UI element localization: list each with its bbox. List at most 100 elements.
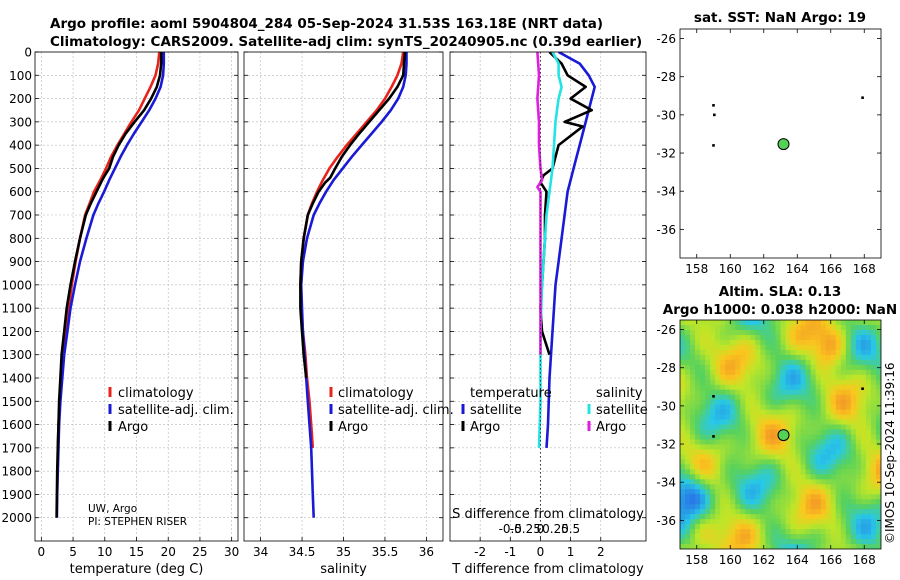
heatmap-cell: [745, 544, 751, 549]
heatmap-cell: [685, 404, 691, 411]
heatmap-cell: [745, 429, 751, 436]
heatmap-cell: [710, 409, 716, 416]
y-tick-label: 900: [9, 255, 32, 269]
heatmap-cell: [800, 344, 807, 351]
heatmap-cell: [685, 354, 691, 361]
sst-map-panel: 158 160 162 164 166 168-26-28-30-32-34-36: [656, 28, 882, 276]
heatmap-cell: [845, 459, 852, 465]
heatmap-cell: [810, 419, 817, 426]
heatmap-cell: [765, 464, 772, 470]
x-tick-label: 160: [719, 262, 742, 276]
heatmap-cell: [875, 444, 881, 451]
heatmap-cell: [820, 509, 827, 515]
heatmap-cell: [820, 379, 827, 386]
heatmap-cell: [695, 459, 701, 465]
heatmap-cell: [725, 454, 731, 460]
heatmap-cell: [815, 464, 822, 470]
heatmap-cell: [700, 424, 706, 431]
heatmap-cell: [870, 544, 877, 549]
heatmap-cell: [755, 344, 762, 351]
heatmap-cell: [875, 449, 881, 456]
heatmap-cell: [730, 469, 736, 475]
x-tick-label: 34.5: [289, 545, 316, 559]
heatmap-cell: [810, 524, 817, 530]
heatmap-cell: [815, 499, 822, 505]
heatmap-cell: [835, 414, 842, 421]
heatmap-cell: [830, 464, 837, 470]
heatmap-cell: [805, 464, 812, 470]
heatmap-cell: [720, 434, 726, 441]
heatmap-cell: [815, 354, 822, 361]
heatmap-cell: [870, 464, 877, 470]
heatmap-cell: [730, 539, 736, 545]
heatmap-cell: [815, 529, 822, 535]
heatmap-cell: [875, 534, 881, 540]
heatmap-cell: [750, 409, 756, 416]
heatmap-cell: [820, 494, 827, 500]
heatmap-cell: [765, 509, 772, 515]
heatmap-cell: [855, 509, 862, 515]
heatmap-cell: [750, 320, 756, 326]
heatmap-cell: [690, 504, 696, 510]
heatmap-cell: [745, 454, 751, 460]
heatmap-cell: [715, 404, 721, 411]
heatmap-cell: [700, 374, 706, 381]
y-tick-label: 1700: [1, 441, 32, 455]
heatmap-cell: [820, 394, 827, 401]
heatmap-cell: [715, 409, 721, 416]
heatmap-cell: [785, 514, 792, 520]
heatmap-cell: [870, 454, 877, 460]
heatmap-cell: [725, 539, 731, 545]
heatmap-cell: [730, 379, 736, 386]
heatmap-cell: [715, 544, 721, 549]
heatmap-cell: [825, 320, 832, 326]
heatmap-cell: [705, 389, 711, 396]
legend-title-temperature: temperature: [470, 386, 552, 401]
heatmap-cell: [705, 359, 711, 366]
heatmap-cell: [825, 434, 832, 441]
heatmap-cell: [710, 484, 716, 490]
heatmap-cell: [805, 514, 812, 520]
heatmap-cell: [795, 329, 802, 336]
heatmap-cell: [715, 344, 721, 351]
heatmap-cell: [750, 439, 756, 446]
heatmap-cell: [860, 519, 867, 525]
heatmap-cell: [840, 404, 847, 411]
heatmap-cell: [835, 329, 842, 336]
heatmap-cell: [865, 514, 872, 520]
heatmap-cell: [700, 469, 706, 475]
heatmap-cell: [770, 329, 777, 336]
heatmap-cell: [785, 419, 792, 426]
heatmap-cell: [795, 399, 802, 406]
heatmap-cell: [730, 419, 736, 426]
heatmap-cell: [735, 544, 741, 549]
heatmap-cell: [810, 469, 817, 475]
heatmap-cell: [835, 519, 842, 525]
heatmap-cell: [775, 374, 782, 381]
heatmap-cell: [690, 474, 696, 480]
heatmap-cell: [805, 354, 812, 361]
heatmap-cell: [715, 474, 721, 480]
heatmap-cell: [810, 389, 817, 396]
heatmap-cell: [755, 424, 762, 431]
heatmap-cell: [855, 444, 862, 451]
heatmap-cell: [775, 444, 782, 451]
heatmap-cell: [720, 529, 726, 535]
heatmap-cell: [815, 384, 822, 391]
heatmap-cell: [775, 529, 782, 535]
heatmap-cell: [720, 544, 726, 549]
heatmap-cell: [825, 499, 832, 505]
x-tick-label: 166: [819, 262, 842, 276]
heatmap-cell: [685, 459, 691, 465]
heatmap-cell: [730, 399, 736, 406]
heatmap-cell: [765, 479, 772, 485]
heatmap-cell: [740, 494, 746, 500]
heatmap-cell: [685, 384, 691, 391]
heatmap-cell: [775, 479, 782, 485]
heatmap-cell: [875, 399, 881, 406]
heatmap-cell: [820, 354, 827, 361]
heatmap-cell: [775, 394, 782, 401]
heatmap-cell: [740, 489, 746, 495]
heatmap-cell: [795, 454, 802, 460]
y-tick-label: 500: [9, 162, 32, 176]
